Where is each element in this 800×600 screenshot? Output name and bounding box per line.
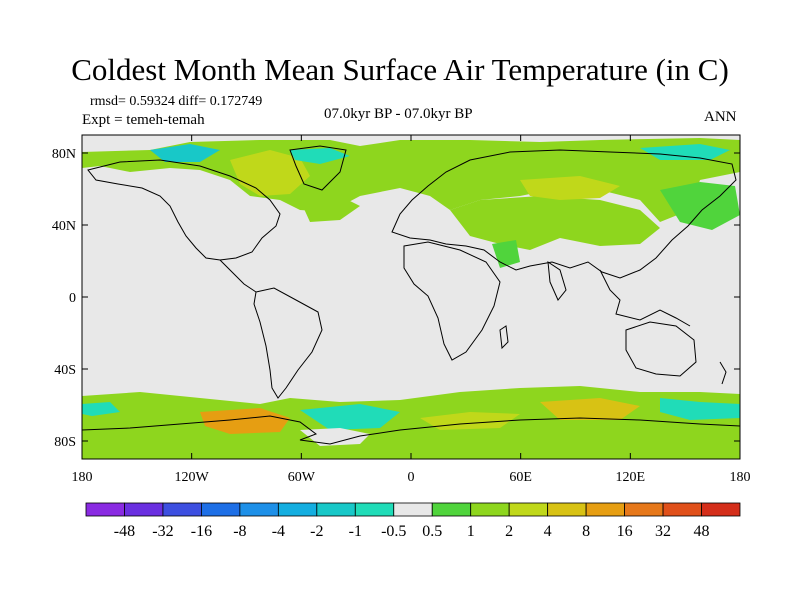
colorbar-label: 1 [467,523,475,540]
east-asia-warm-patch [660,182,740,230]
stats-label: rmsd= 0.59324 diff= 0.172749 [90,94,263,109]
lon-tick-label: 120E [616,470,646,485]
colorbar: -48 -32 -16 -8 -4 -2 -1 -0.5 0.5 1 2 4 8 16 32 48 [85,502,741,540]
period-label: 07.0kyr BP - 07.0kyr BP [324,106,473,122]
arctic-cool-patch-1 [150,144,220,162]
southern-ocean-cool-3 [82,402,120,416]
temperature-field [82,138,740,459]
colorbar-label: 48 [694,523,710,540]
colorbar-swatch [124,502,164,517]
colorbar-label: 8 [582,523,590,540]
coast-madagascar [499,325,509,350]
colorbar-swatch [701,502,741,517]
colorbar-swatch [547,502,587,517]
coast-europe-asia [391,149,737,279]
weddell-neutral-patch [300,428,370,446]
southern-ocean-cool-1 [300,404,400,430]
lon-tick-label: 120W [175,470,210,485]
latitude-axis: 80N 40N 0 40S 80S [52,147,740,450]
arctic-cool-patch-3 [290,148,350,164]
siberia-orange-patch [520,176,620,200]
antarctica-warm-patch-2 [540,398,640,420]
lat-tick-label: 40N [52,219,76,234]
season-label: ANN [704,109,737,125]
coastlines [82,145,740,445]
colorbar-swatch [393,502,433,517]
colorbar-label: -2 [310,523,323,540]
coast-north-america [87,159,281,261]
southern-ocean-cool-2 [660,398,740,420]
north-atlantic-warm-patch [300,196,360,222]
colorbar-swatch [277,502,318,517]
north-america-warm-patch [230,150,310,196]
colorbar-swatch [624,502,664,517]
colorbar-swatch [585,502,625,517]
colorbar-label: -16 [191,523,212,540]
colorbar-swatch [201,502,241,517]
experiment-label: Expt = temeh-temah [82,112,205,128]
colorbar-label: -4 [272,523,285,540]
coast-southeast-asia [599,269,691,327]
colorbar-swatch [162,502,202,517]
coast-india [547,260,567,301]
longitude-axis: 180 120W 60W 0 60E 120E 180 [72,135,751,485]
colorbar-swatch [662,502,702,517]
lat-tick-label: 40S [54,363,76,378]
colorbar-label: 32 [655,523,671,540]
lon-tick-label: 180 [72,470,93,485]
coast-south-america [253,287,323,399]
colorbar-swatch [85,502,125,517]
colorbar-label: 0.5 [422,523,442,540]
antarctica-warm-patch-1 [200,408,290,434]
lon-tick-label: 60W [288,470,316,485]
lon-tick-label: 180 [730,470,751,485]
colorbar-label: -48 [114,523,135,540]
plot-title: Coldest Month Mean Surface Air Temperatu… [71,52,729,87]
colorbar-swatch [508,502,549,517]
coast-antarctica [82,415,740,445]
colorbar-label: 4 [544,523,552,540]
coast-australia [625,321,697,377]
lat-tick-label: 0 [69,291,76,306]
lat-tick-label: 80N [52,147,76,162]
colorbar-label: 2 [505,523,513,540]
colorbar-swatch [239,502,279,517]
eurasia-warm-patch [450,196,660,250]
coast-greenland [289,145,347,191]
coast-central-america [219,259,257,293]
colorbar-label: 16 [617,523,633,540]
colorbar-swatch [354,502,395,517]
lat-tick-label: 80S [54,435,76,450]
colorbar-label: -1 [349,523,362,540]
colorbar-label: -32 [152,523,173,540]
colorbar-swatch [470,502,510,517]
coast-new-zealand [719,361,727,385]
arctic-cool-patch-2 [640,144,730,160]
colorbar-swatch [431,502,472,517]
colorbar-label: -8 [233,523,246,540]
lon-tick-label: 0 [408,470,415,485]
coast-africa [403,241,501,361]
colorbar-swatch [316,502,356,517]
colorbar-label: -0.5 [381,523,406,540]
lon-tick-label: 60E [509,470,532,485]
